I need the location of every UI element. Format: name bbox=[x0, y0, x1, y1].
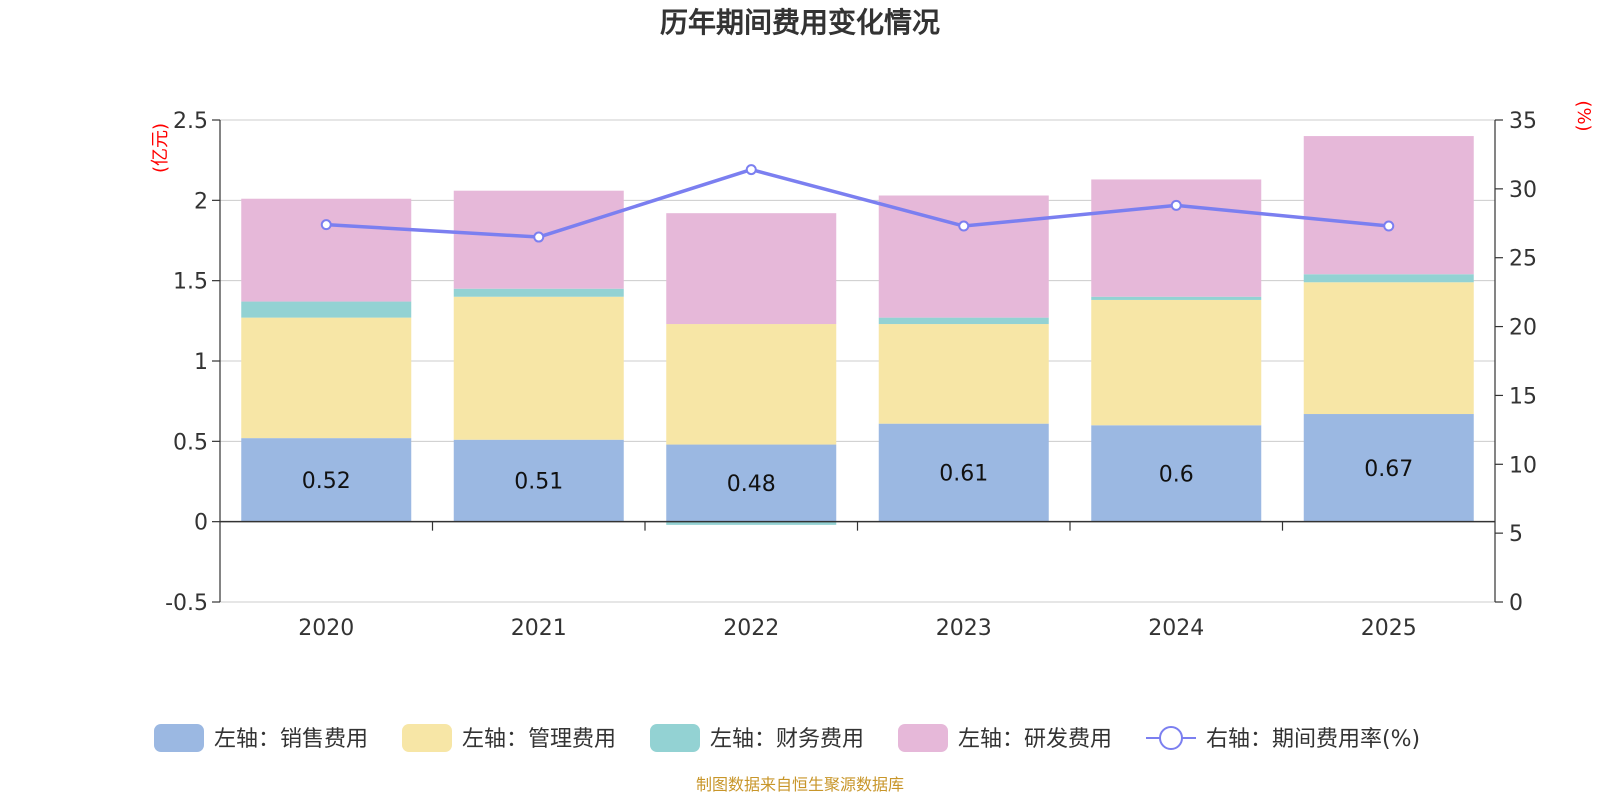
data-labels: 0.52 0.51 0.48 0.61 0.6 0.67 bbox=[302, 457, 1413, 497]
legend-label-4: 右轴：期间费用率(%) bbox=[1206, 727, 1420, 752]
bar-segment-s1-2022 bbox=[666, 324, 837, 445]
left-tick-label: 2 bbox=[194, 189, 208, 214]
chart-title: 历年期间费用变化情况 bbox=[660, 6, 940, 39]
bar-segment-s2-2025 bbox=[1303, 274, 1474, 283]
data-label-2024: 0.6 bbox=[1159, 462, 1194, 487]
right-tick-label: 10 bbox=[1509, 453, 1537, 478]
left-tick-label: 1 bbox=[194, 350, 208, 375]
right-tick-label: 20 bbox=[1509, 316, 1537, 341]
bar-segment-s3-2025 bbox=[1303, 136, 1474, 275]
data-label-2022: 0.48 bbox=[727, 472, 776, 497]
legend-swatch-2 bbox=[650, 724, 700, 752]
gridlines bbox=[220, 119, 1495, 603]
bar-segment-s3-2024 bbox=[1091, 179, 1262, 297]
legend-swatch-3 bbox=[898, 724, 948, 752]
bar-segment-s0-2021 bbox=[453, 439, 624, 522]
bar-segment-s3-2020 bbox=[241, 198, 412, 302]
bar-segment-s2-2022 bbox=[666, 521, 837, 525]
left-tick-label: 0.5 bbox=[173, 430, 208, 455]
bar-segment-s2-2020 bbox=[241, 301, 412, 318]
left-axis-ticks: -0.5 0 0.5 1 1.5 2 2.5 bbox=[165, 109, 220, 616]
bar-segment-s1-2024 bbox=[1091, 299, 1262, 426]
right-tick-label: 0 bbox=[1509, 591, 1523, 616]
x-tick-label: 2021 bbox=[511, 616, 567, 641]
rate-line bbox=[326, 167, 1389, 239]
bar-segment-s0-2023 bbox=[878, 423, 1049, 522]
legend-label-3: 左轴：研发费用 bbox=[958, 727, 1112, 752]
right-tick-label: 25 bbox=[1509, 247, 1537, 272]
x-tick-label: 2022 bbox=[723, 616, 779, 641]
legend-swatch-1 bbox=[402, 724, 452, 752]
bar-series bbox=[241, 136, 1474, 525]
right-tick-label: 5 bbox=[1509, 522, 1523, 547]
right-tick-label: 15 bbox=[1509, 384, 1537, 409]
right-tick-label: 30 bbox=[1509, 178, 1537, 203]
bar-segment-s0-2020 bbox=[241, 438, 412, 522]
bar-segment-s2-2024 bbox=[1091, 296, 1262, 300]
bar-segment-s3-2023 bbox=[878, 195, 1049, 318]
left-tick-label: 1.5 bbox=[173, 270, 208, 295]
rate-point-2025 bbox=[1383, 220, 1395, 232]
bar-segment-s2-2021 bbox=[453, 288, 624, 297]
bar-segment-s1-2025 bbox=[1303, 282, 1474, 415]
right-tick-label: 35 bbox=[1509, 109, 1537, 134]
x-tick-label: 2020 bbox=[298, 616, 354, 641]
line-series bbox=[320, 164, 1395, 243]
x-axis-labels: 2020 2021 2022 2023 2024 2025 bbox=[298, 616, 1417, 641]
bar-segment-s1-2020 bbox=[241, 317, 412, 439]
data-label-2020: 0.52 bbox=[302, 469, 351, 494]
data-label-2023: 0.61 bbox=[939, 462, 988, 487]
right-axis-ticks: 0 5 10 15 20 25 30 35 bbox=[1495, 109, 1537, 616]
rate-point-2022 bbox=[745, 164, 757, 176]
legend-swatch-0 bbox=[154, 724, 204, 752]
bar-segment-s0-2025 bbox=[1303, 414, 1474, 522]
rate-point-2020 bbox=[320, 219, 332, 231]
data-label-2025: 0.67 bbox=[1364, 457, 1413, 482]
legend-label-2: 左轴：财务费用 bbox=[710, 727, 864, 752]
x-tick-label: 2023 bbox=[936, 616, 992, 641]
legend: 左轴：销售费用 左轴：管理费用 左轴：财务费用 左轴：研发费用 右轴：期间费用率(%) bbox=[154, 724, 1420, 752]
bar-segment-s0-2024 bbox=[1091, 425, 1262, 522]
left-axis-unit: (亿元) bbox=[150, 123, 171, 173]
data-label-2021: 0.51 bbox=[514, 470, 563, 495]
bar-segment-s1-2021 bbox=[453, 296, 624, 440]
source-note: 制图数据来自恒生聚源数据库 bbox=[696, 775, 904, 794]
left-tick-label: -0.5 bbox=[165, 591, 208, 616]
legend-marker bbox=[1159, 726, 1183, 750]
x-tick-label: 2024 bbox=[1148, 616, 1204, 641]
legend-label-0: 左轴：销售费用 bbox=[214, 727, 368, 752]
left-tick-label: 0 bbox=[194, 511, 208, 536]
legend-label-1: 左轴：管理费用 bbox=[462, 727, 616, 752]
rate-point-2021 bbox=[533, 231, 545, 243]
bar-segment-s3-2022 bbox=[666, 213, 837, 325]
rate-point-2024 bbox=[1170, 199, 1182, 211]
right-axis-unit: (%) bbox=[1573, 100, 1594, 131]
x-tick-label: 2025 bbox=[1361, 616, 1417, 641]
rate-point-2023 bbox=[958, 220, 970, 232]
bar-segment-s1-2023 bbox=[878, 324, 1049, 424]
bar-segment-s0-2022 bbox=[666, 444, 837, 522]
bar-segment-s2-2023 bbox=[878, 317, 1049, 325]
left-tick-label: 2.5 bbox=[173, 109, 208, 134]
